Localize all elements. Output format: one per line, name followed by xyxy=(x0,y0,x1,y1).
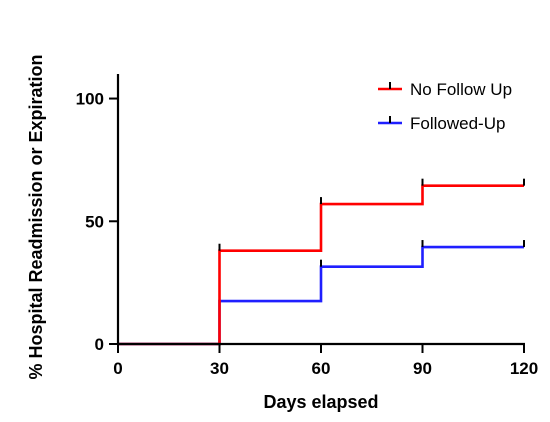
legend: No Follow Up Followed-Up xyxy=(378,80,512,133)
y-tick-label: 0 xyxy=(95,335,104,354)
x-tick-label: 0 xyxy=(113,359,122,378)
legend-label: Followed-Up xyxy=(410,114,505,133)
y-tick-label: 50 xyxy=(85,212,104,231)
series-layer xyxy=(118,178,525,346)
x-tick-label: 60 xyxy=(312,359,331,378)
series-line xyxy=(118,184,524,346)
legend-label: No Follow Up xyxy=(410,80,512,99)
y-tick-label: 100 xyxy=(76,90,104,109)
x-tick-label: 120 xyxy=(510,359,538,378)
x-tick-label: 90 xyxy=(413,359,432,378)
x-tick-label: 30 xyxy=(210,359,229,378)
ticks-layer: 0 50 100 0 30 60 90 120 xyxy=(76,90,539,378)
x-axis-title: Days elapsed xyxy=(263,392,378,412)
y-axis-title: % Hospital Readmission or Expiration xyxy=(26,54,46,379)
